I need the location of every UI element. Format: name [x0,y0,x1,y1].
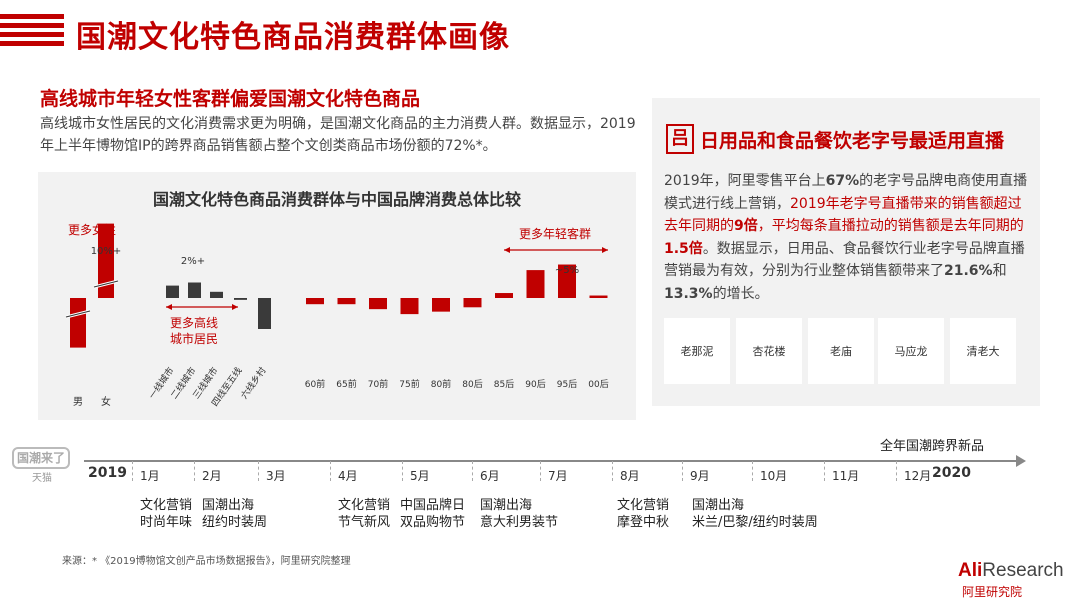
timeline-tick [402,461,403,481]
chart-title: 国潮文化特色商品消费群体与中国品牌消费总体比较 [152,190,521,209]
timeline-tick [258,461,259,481]
label-age: 85后 [494,379,514,390]
label-age: 70前 [368,378,388,390]
bar-age [432,298,450,312]
logo-laonani: 老那泥 [664,318,730,384]
logo-xinghualou: 杏花楼 [736,318,802,384]
timeline-tick [194,461,195,481]
bar-age [589,295,608,298]
bar-city [188,282,201,298]
section-subtitle: 高线城市年轻女性客群偏爱国潮文化特色商品 [40,88,421,110]
bar-female [98,223,114,298]
logo-qinglaoda: 清老大 [950,318,1016,384]
tmall-guochao-logo: 国潮来了 天猫 [12,447,72,487]
label-female: 女 [101,395,111,408]
axis-break-male-line [65,310,91,318]
timeline-arrow-icon [1016,455,1026,467]
timeline-month: 11月 [832,469,860,483]
timeline-tick [612,461,613,481]
timeline-month: 8月 [620,469,640,483]
event-2: 国潮出海 纽约时装周 [202,498,268,530]
timeline-tick [824,461,825,481]
header-stripes [0,14,64,54]
logo-mayinglong: 马应龙 [878,318,944,384]
label-male: 男 [73,396,83,408]
timeline-tick [330,461,331,481]
source-note: 来源：* 《2019博物馆文创产品市场数据报告》，阿里研究院整理 [62,556,351,567]
bar-age [558,264,576,298]
event-4: 文化营销 节气新风 [338,498,391,530]
bar-age [526,270,545,298]
event-8: 文化营销 摩登中秋 [617,498,670,530]
timeline-tick [132,461,133,481]
bar-age [463,298,482,308]
axis-break-female-line [93,280,119,288]
timeline-month: 10月 [760,469,788,483]
timeline-start-year: 2019 [88,465,127,481]
brand-icon: 吕 [666,124,694,154]
event-9: 国潮出海 米兰/巴黎/纽约时装周 [692,498,818,530]
bar-city [234,298,247,300]
annotation-young: 更多年轻客群 [519,226,591,241]
label-age: 95后 [557,379,577,390]
timeline-axis [84,460,1020,462]
annotation-high-city-1: 更多高线 [170,315,218,330]
timeline-month: 2月 [202,469,222,483]
section-paragraph: 高线城市女性居民的文化消费需求更为明确，是国潮文化商品的主力消费人群。数据显示，… [40,116,636,154]
timeline-tick [540,461,541,481]
logo-laomiao: 老庙 [808,318,874,384]
label-age: 80后 [462,379,482,390]
timeline-tick [682,461,683,481]
bar-male [70,298,86,348]
timeline-tick [472,461,473,481]
label-city: 六线乡村 [238,365,268,401]
right-panel-title: 日用品和食品餐饮老字号最适用直播 [700,130,1005,152]
aliresearch-cn: 阿里研究院 [962,585,1023,599]
timeline-month: 12月 [904,469,932,483]
event-6: 国潮出海 意大利男装节 [480,498,559,530]
page-title: 国潮文化特色商品消费群体画像 [76,20,510,55]
aliresearch-logo: AliResearch [958,560,1064,581]
event-1: 文化营销 时尚年味 [140,498,193,530]
label-age: 90后 [525,379,545,390]
annotation-high-city-2: 城市居民 [170,331,218,346]
annotation-female-value: 10%+ [91,246,122,257]
event-5: 中国品牌日 双品购物节 [400,498,466,530]
timeline-tick [752,461,753,481]
timeline-month: 6月 [480,469,500,483]
timeline-month: 1月 [140,469,160,483]
bar-age [400,298,419,315]
right-panel-paragraph: 2019年，阿里零售平台上67%的老字号品牌电商使用直播模式进行线上营销，201… [664,173,1028,302]
label-age: 60前 [305,378,325,390]
timeline-month: 4月 [338,469,358,483]
tmall-logo-text: 天猫 [32,473,52,484]
chart-canvas: 男女更多女性10%+一线城市二线城市三线城市四线至五线六线乡村2%+更多高线城市… [65,222,609,409]
timeline-end-label: 全年国潮跨界新品 [880,439,985,454]
timeline-month: 3月 [266,469,286,483]
annotation-young-value: ~5% [555,265,579,276]
label-age: 65前 [336,378,356,390]
bar-age [369,298,387,310]
timeline-tick [896,461,897,481]
label-age: 80前 [431,378,451,390]
annotation-city-value: 2%+ [181,256,205,267]
comparison-chart: 男女更多女性 10%+ 一线城市 二线城市 三线城市 四线至五线 六线乡村 2%+ 更多高线 城市… [38,172,636,420]
bar-age [495,293,513,298]
timeline-month: 7月 [548,469,568,483]
timeline-month: 9月 [690,469,710,483]
timeline-month: 5月 [410,469,430,483]
label-age: 75前 [399,378,419,390]
bar-age [337,298,356,305]
bar-city [258,298,271,329]
guochao-logo-text: 国潮来了 [12,447,70,469]
bar-city [166,285,179,298]
bar-city [210,291,223,298]
bar-age [306,298,324,305]
label-age: 00后 [588,379,608,390]
annotation-female: 更多女性 [68,222,116,237]
timeline-end-year: 2020 [932,465,971,481]
